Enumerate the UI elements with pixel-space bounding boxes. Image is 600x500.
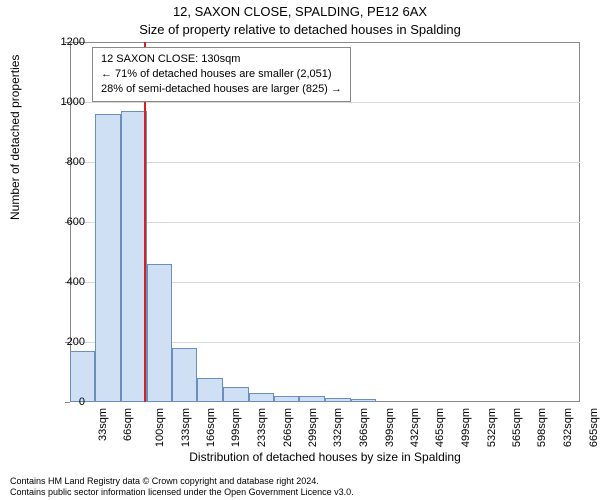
xtick-label: 598sqm [536,408,548,447]
xtick-label: 33sqm [97,408,109,441]
info-box: 12 SAXON CLOSE: 130sqm← 71% of detached … [92,47,351,102]
gridline [70,102,580,103]
histogram-bar [70,351,95,402]
chart-container: 12, SAXON CLOSE, SPALDING, PE12 6AX Size… [0,0,600,500]
xtick-label: 399sqm [384,408,396,447]
xtick-label: 632sqm [563,408,575,447]
ytick-label: 1000 [25,96,85,108]
histogram-bar [197,378,222,402]
xtick-label: 233sqm [257,408,269,447]
xtick-label: 499sqm [461,408,473,447]
xtick-label: 266sqm [282,408,294,447]
xtick-label: 199sqm [230,408,242,447]
histogram-bar [249,393,274,402]
ytick-label: 400 [25,276,85,288]
histogram-bar [299,396,324,402]
page-title-line2: Size of property relative to detached ho… [0,22,600,37]
ytick-label: 1200 [25,36,85,48]
page-title-line1: 12, SAXON CLOSE, SPALDING, PE12 6AX [0,4,600,19]
footer-line2: Contains public sector information licen… [10,487,354,498]
histogram-bar [95,114,120,402]
histogram-bar [121,111,146,402]
histogram-bar [172,348,197,402]
xtick-label: 133sqm [180,408,192,447]
y-axis-label: Number of detached properties [8,55,22,220]
xtick-label: 366sqm [359,408,371,447]
ytick-label: 600 [25,216,85,228]
histogram-bar [325,398,350,403]
xtick-label: 532sqm [486,408,498,447]
xtick-label: 299sqm [307,408,319,447]
xtick-label: 166sqm [205,408,217,447]
xtick-label: 100sqm [155,408,167,447]
xtick-label: 565sqm [511,408,523,447]
ytick-label: 200 [25,336,85,348]
xtick-label: 66sqm [122,408,134,441]
histogram-bar [223,387,248,402]
xtick-label: 432sqm [409,408,421,447]
footer-attribution: Contains HM Land Registry data © Crown c… [10,476,354,499]
x-axis-label: Distribution of detached houses by size … [70,450,580,464]
xtick-label: 665sqm [588,408,600,447]
ytick-label: 0 [25,396,85,408]
xtick-label: 332sqm [332,408,344,447]
histogram-bar [147,264,172,402]
ytick-label: 800 [25,156,85,168]
info-box-line3: 28% of semi-detached houses are larger (… [101,82,342,97]
histogram-bar [274,396,299,402]
footer-line1: Contains HM Land Registry data © Crown c… [10,476,354,487]
histogram-bar [351,399,376,402]
info-box-line1: 12 SAXON CLOSE: 130sqm [101,52,342,67]
xtick-label: 465sqm [434,408,446,447]
info-box-line2: ← 71% of detached houses are smaller (2,… [101,67,342,82]
